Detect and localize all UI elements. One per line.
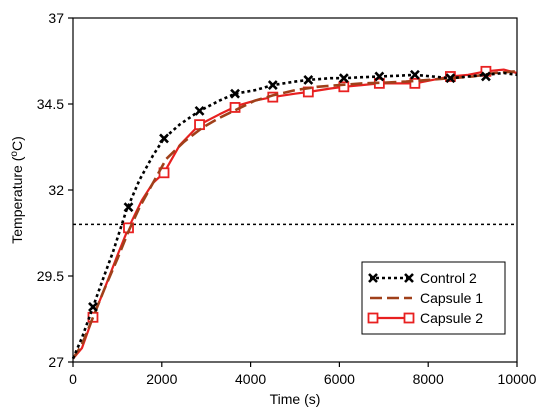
data-point-control-2-stroke-b [230,88,240,99]
legend-item-capsule-2: Capsule 2 [367,310,483,326]
series-control-2 [71,69,518,360]
data-point-control-2 [230,88,240,99]
y-axis-label: Temperature (oC) [9,136,25,244]
legend-label-capsule-1: Capsule 1 [420,290,483,306]
x-tick-label: 0 [69,371,77,387]
legend-marker-capsule-2 [403,312,415,324]
data-point-control-2 [374,71,385,82]
data-point-control-2 [303,75,314,85]
series-capsule-1 [71,70,518,360]
data-point-control-2-stroke-b [159,133,169,144]
legend-marker-capsule-2 [367,312,379,324]
data-point-control-2 [409,69,420,80]
series-capsule-2 [72,65,518,360]
x-tick-label: 4000 [235,371,266,387]
data-point-control-2-stroke-b [481,71,491,82]
plot-content [71,65,518,360]
data-point-control-2-stroke-b [409,69,420,80]
legend-label-control-2: Control 2 [420,270,477,286]
data-point-control-2 [267,80,278,90]
y-axis-ticks: 27 29.5 32 34.5 37 [37,10,73,370]
legend-marker-control-2 [404,273,414,283]
x-tick-label: 10000 [498,371,537,387]
data-point-control-2 [159,133,169,144]
x-tick-label: 2000 [146,371,177,387]
data-point-control-2-stroke-b [88,302,98,312]
y-axis-label-superscript: o [9,151,20,157]
data-point-capsule-2 [409,77,421,89]
data-point-control-2 [88,302,98,312]
x-axis-ticks: 0 2000 4000 6000 8000 10000 [69,362,537,387]
legend: Control 2 Capsule 1 Capsule 2 [361,261,506,335]
x-tick-label: 6000 [324,371,355,387]
x-tick-label: 8000 [413,371,444,387]
data-point-control-2 [194,105,205,116]
data-point-control-2 [481,71,491,82]
data-point-capsule-2 [338,81,350,93]
y-tick-label: 27 [48,354,64,370]
data-point-control-2-stroke-b [194,105,205,116]
legend-item-capsule-1: Capsule 1 [370,290,483,306]
data-point-control-2-stroke-b [338,73,349,84]
y-tick-label: 29.5 [37,268,64,284]
y-tick-label: 32 [48,182,64,198]
y-axis-label-main: Temperature ( [9,156,25,243]
data-point-control-2 [445,73,456,84]
legend-box [361,261,506,335]
y-tick-label: 34.5 [37,96,64,112]
data-point-control-2-stroke-b [267,80,278,90]
legend-marker-control-2-stroke-b [368,273,378,283]
data-point-control-2-stroke-b [123,202,134,213]
legend-marker-control-2-stroke-b [404,273,414,283]
data-point-control-2-stroke-b [445,73,456,84]
legend-marker-control-2 [368,273,378,283]
y-tick-label: 37 [48,10,64,26]
x-axis-label: Time (s) [270,391,321,407]
y-axis-label-unit: C) [9,136,25,151]
legend-label-capsule-2: Capsule 2 [420,310,483,326]
data-point-control-2 [123,202,134,213]
data-point-capsule-2 [194,119,205,131]
legend-item-control-2: Control 2 [368,270,477,286]
data-point-control-2 [338,73,349,84]
data-point-control-2-stroke-b [374,71,385,82]
data-point-control-2-stroke-b [303,75,314,85]
series-line-capsule-1 [71,70,518,360]
